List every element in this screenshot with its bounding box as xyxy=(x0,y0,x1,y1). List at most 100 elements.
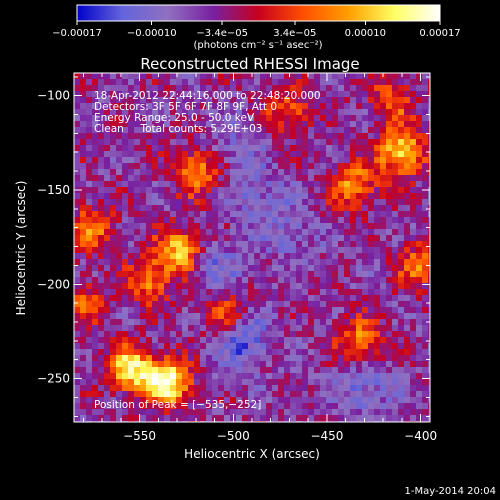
heatmap-cell xyxy=(194,79,200,85)
heatmap-cell xyxy=(260,181,266,187)
heatmap-cell xyxy=(98,385,104,391)
heatmap-cell xyxy=(176,319,182,325)
heatmap-cell xyxy=(338,115,344,121)
heatmap-cell xyxy=(374,307,380,313)
heatmap-cell xyxy=(128,403,134,409)
heatmap-cell xyxy=(116,331,122,337)
heatmap-cell xyxy=(110,211,116,217)
heatmap-cell xyxy=(362,115,368,121)
heatmap-cell xyxy=(152,229,158,235)
heatmap-cell xyxy=(254,199,260,205)
heatmap-cell xyxy=(236,409,242,415)
heatmap-cell xyxy=(140,247,146,253)
heatmap-cell xyxy=(176,403,182,409)
heatmap-cell xyxy=(200,289,206,295)
heatmap-cell xyxy=(218,145,224,151)
heatmap-cell xyxy=(116,325,122,331)
heatmap-cell xyxy=(344,109,350,115)
heatmap-cell xyxy=(122,337,128,343)
heatmap-cell xyxy=(338,403,344,409)
heatmap-cell xyxy=(302,193,308,199)
heatmap-cell xyxy=(218,355,224,361)
heatmap-cell xyxy=(92,319,98,325)
heatmap-cell xyxy=(374,145,380,151)
heatmap-cell xyxy=(320,379,326,385)
heatmap-cell xyxy=(116,349,122,355)
heatmap-cell xyxy=(152,121,158,127)
heatmap-cell xyxy=(356,403,362,409)
heatmap-cell xyxy=(110,151,116,157)
heatmap-cell xyxy=(422,85,428,91)
heatmap-cell xyxy=(392,103,398,109)
heatmap-cell xyxy=(188,385,194,391)
heatmap-cell xyxy=(206,91,212,97)
heatmap-cell xyxy=(128,397,134,403)
heatmap-cell xyxy=(320,373,326,379)
heatmap-cell xyxy=(332,121,338,127)
heatmap-cell xyxy=(290,127,296,133)
heatmap-cell xyxy=(356,97,362,103)
heatmap-cell xyxy=(134,139,140,145)
heatmap-cell xyxy=(104,163,110,169)
heatmap-cell xyxy=(212,91,218,97)
heatmap-cell xyxy=(332,97,338,103)
heatmap-cell xyxy=(134,169,140,175)
heatmap-cell xyxy=(146,277,152,283)
heatmap-cell xyxy=(128,211,134,217)
heatmap-cell xyxy=(236,283,242,289)
heatmap-cell xyxy=(254,127,260,133)
heatmap-cell xyxy=(404,211,410,217)
heatmap-cell xyxy=(224,391,230,397)
heatmap-cell xyxy=(344,379,350,385)
heatmap-cell xyxy=(242,223,248,229)
heatmap-cell xyxy=(314,259,320,265)
heatmap-cell xyxy=(308,139,314,145)
heatmap-cell xyxy=(86,409,92,415)
heatmap-cell xyxy=(200,265,206,271)
heatmap-cell xyxy=(218,205,224,211)
heatmap-cell xyxy=(428,379,430,385)
heatmap-cell xyxy=(302,253,308,259)
heatmap-cell xyxy=(410,109,416,115)
heatmap-cell xyxy=(410,115,416,121)
heatmap-cell xyxy=(338,121,344,127)
heatmap-cell xyxy=(344,391,350,397)
heatmap-cell xyxy=(74,391,80,397)
heatmap-cell xyxy=(158,247,164,253)
heatmap-cell xyxy=(422,151,428,157)
heatmap-cell xyxy=(398,91,404,97)
heatmap-cell xyxy=(116,145,122,151)
heatmap-cell xyxy=(80,271,86,277)
heatmap-cell xyxy=(380,103,386,109)
heatmap-cell xyxy=(170,259,176,265)
heatmap-cell xyxy=(410,403,416,409)
heatmap-cell xyxy=(398,373,404,379)
heatmap-cell xyxy=(92,121,98,127)
heatmap-cell xyxy=(146,391,152,397)
heatmap-cell xyxy=(182,259,188,265)
heatmap-cell xyxy=(410,193,416,199)
heatmap-cell xyxy=(404,325,410,331)
heatmap-cell xyxy=(140,385,146,391)
heatmap-cell xyxy=(254,175,260,181)
heatmap-cell xyxy=(320,307,326,313)
heatmap-cell xyxy=(284,289,290,295)
heatmap-cell xyxy=(392,139,398,145)
heatmap-cell xyxy=(368,175,374,181)
heatmap-cell xyxy=(200,175,206,181)
heatmap-cell xyxy=(74,331,80,337)
heatmap-cell xyxy=(158,169,164,175)
heatmap-cell xyxy=(152,403,158,409)
heatmap-cell xyxy=(164,223,170,229)
heatmap-cell xyxy=(368,223,374,229)
heatmap-cell xyxy=(284,391,290,397)
heatmap-cell xyxy=(380,241,386,247)
heatmap-cell xyxy=(308,367,314,373)
heatmap-cell xyxy=(218,409,224,415)
heatmap-cell xyxy=(308,133,314,139)
heatmap-cell xyxy=(254,97,260,103)
heatmap-cell xyxy=(392,271,398,277)
heatmap-cell xyxy=(74,205,80,211)
heatmap-cell xyxy=(404,133,410,139)
heatmap-cell xyxy=(80,409,86,415)
